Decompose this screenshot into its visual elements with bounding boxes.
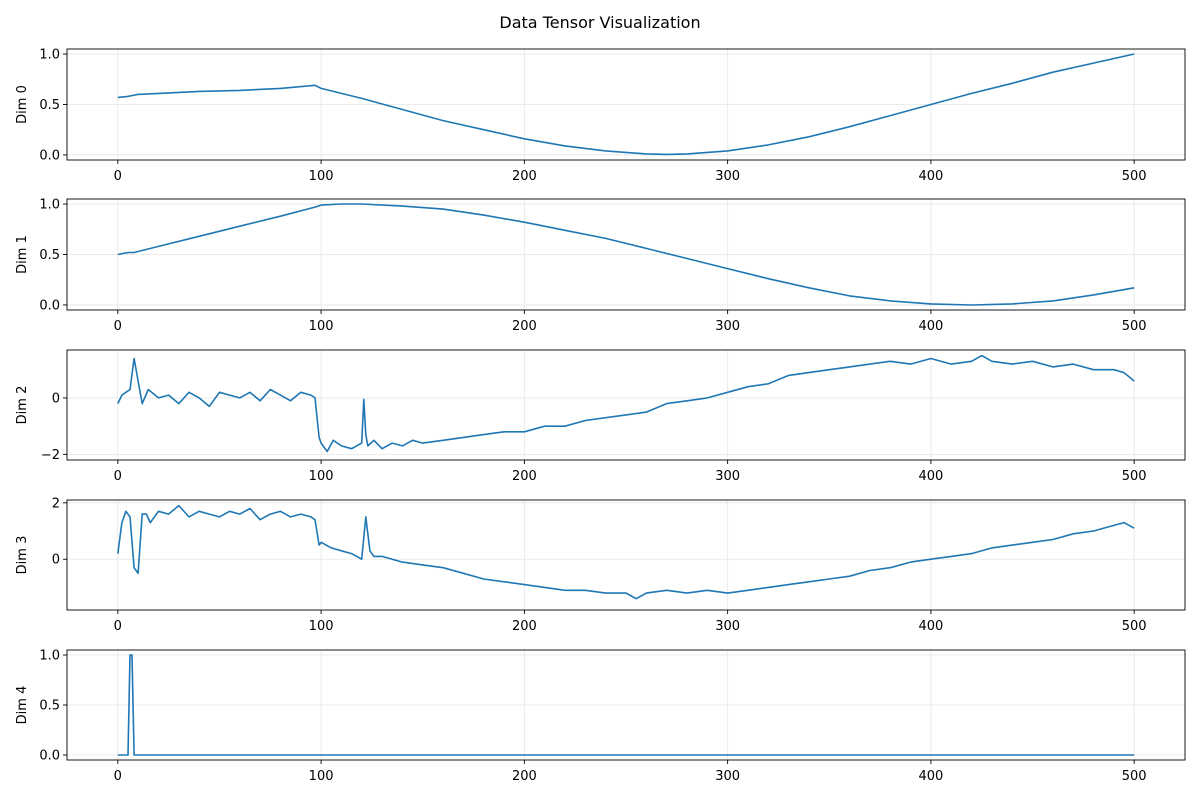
x-tick-label: 500 [1122,619,1147,634]
x-tick-label: 500 [1122,769,1147,784]
x-tick-label: 0 [114,619,122,634]
x-tick-label: 100 [309,469,334,484]
series-line-0 [117,203,1135,306]
x-tick-label: 200 [512,169,537,184]
y-tick-label: 0.5 [39,699,60,714]
series-line-0 [117,504,1135,600]
x-tick-label: 400 [918,769,943,784]
subplot-dim-4: 0 100 200 300 400 500 0.0 0.5 1.0 Dim 4 [15,649,1186,784]
subplot-dim-1: 0 100 200 300 400 500 0.0 0.5 1.0 Dim 1 [15,198,1186,334]
x-tick-label: 0 [114,769,122,784]
y-tick-label: 0.5 [39,248,60,263]
x-tick-label: 100 [309,619,334,634]
y-axis-label: Dim 1 [15,235,30,274]
x-tick-label: 200 [512,769,537,784]
y-axis-label: Dim 2 [15,386,30,425]
axes-frame [66,349,1186,461]
y-axis-label: Dim 3 [15,536,30,575]
x-tick-label: 500 [1122,319,1147,334]
x-tick-label: 300 [715,169,740,184]
y-tick-label: 2 [52,496,60,511]
x-tick-label: 500 [1122,169,1147,184]
x-tick-label: 300 [715,319,740,334]
subplot-dim-0: 0 100 200 300 400 500 0.0 0.5 1.0 Dim 0 [15,48,1186,184]
x-tick-label: 300 [715,769,740,784]
x-tick-label: 500 [1122,469,1147,484]
y-tick-label: −2 [41,448,60,463]
x-tick-label: 100 [309,169,334,184]
y-tick-label: 0.0 [39,749,60,764]
x-tick-label: 200 [512,619,537,634]
y-axis-label: Dim 4 [15,686,30,725]
x-tick-label: 400 [918,169,943,184]
x-tick-label: 400 [918,619,943,634]
y-tick-label: 1.0 [39,649,60,664]
subplot-dim-3: 0 100 200 300 400 500 0 2 Dim 3 [15,496,1186,634]
subplot-dim-2: 0 100 200 300 400 500 −2 0 Dim 2 [15,349,1186,484]
y-tick-label: 0 [52,391,60,406]
y-axis-label: Dim 0 [15,85,30,124]
x-tick-label: 0 [114,169,122,184]
x-tick-label: 200 [512,469,537,484]
y-tick-label: 1.0 [39,198,60,213]
x-tick-label: 300 [715,619,740,634]
x-tick-label: 400 [918,469,943,484]
figure-title: Data Tensor Visualization [499,13,701,32]
y-tick-label: 0.0 [39,148,60,163]
y-tick-label: 1.0 [39,48,60,63]
x-tick-label: 0 [114,319,122,334]
x-tick-label: 200 [512,319,537,334]
y-tick-label: 0 [52,553,60,568]
x-tick-label: 300 [715,469,740,484]
y-tick-label: 0.5 [39,98,60,113]
x-tick-label: 400 [918,319,943,334]
x-tick-label: 100 [309,319,334,334]
series-line-0 [117,654,1135,756]
y-tick-label: 0.0 [39,298,60,313]
axes-frame [66,499,1186,611]
series-line-0 [117,354,1135,453]
x-tick-label: 100 [309,769,334,784]
series-line-0 [117,53,1135,156]
x-tick-label: 0 [114,469,122,484]
